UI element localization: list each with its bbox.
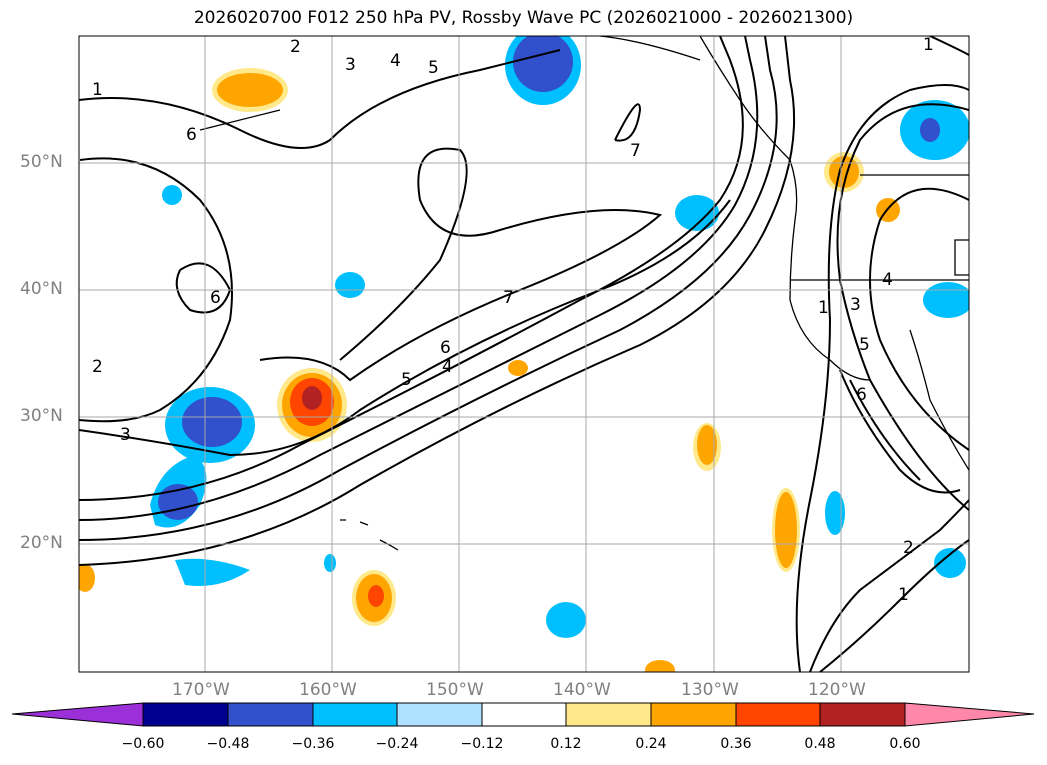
contour-label: 3 — [345, 55, 356, 75]
lat-label: 50°N — [20, 152, 63, 172]
contour-label: 6 — [210, 288, 221, 308]
contour-label: 5 — [859, 335, 870, 355]
colorbar-tick-label: 0.24 — [635, 736, 667, 752]
contour-label: 1 — [818, 298, 829, 318]
lat-label: 20°N — [20, 533, 63, 553]
lon-label: 130°W — [681, 680, 739, 700]
contour-label: 5 — [401, 370, 412, 390]
contour-label: 3 — [850, 295, 861, 315]
colorbar-tick-label: −0.60 — [121, 736, 165, 752]
colorbar-tick-label: −0.48 — [206, 736, 250, 752]
contour-label: 4 — [442, 357, 453, 377]
graticule — [79, 36, 969, 672]
contour-label: 7 — [630, 141, 641, 161]
contour-label: 4 — [390, 51, 401, 71]
colorbar-tick-label: −0.12 — [460, 736, 504, 752]
colorbar-tick-label: 0.12 — [550, 736, 582, 752]
contour-label: 6 — [186, 125, 197, 145]
lon-label: 170°W — [172, 680, 230, 700]
colorbar-tick-label: 0.48 — [804, 736, 836, 752]
colorbar-extend-low — [11, 702, 144, 727]
lat-label: 30°N — [20, 406, 63, 426]
contour-label: 4 — [882, 270, 893, 290]
map-plot-area: 1 2 3 3 4 5 6 6 7 4 5 6 7 1 2 3 4 5 6 1 … — [79, 35, 969, 672]
coastlines — [199, 36, 969, 551]
colorbar — [11, 702, 1035, 727]
lon-label: 160°W — [299, 680, 357, 700]
contour-label: 5 — [428, 58, 439, 78]
colorbar-extend-high — [904, 702, 1035, 727]
lon-label: 150°W — [426, 680, 484, 700]
lat-label: 40°N — [20, 279, 63, 299]
contour-label: 2 — [92, 357, 103, 377]
contour-label: 2 — [903, 538, 914, 558]
anomaly-shading — [79, 36, 969, 672]
lon-label: 120°W — [808, 680, 866, 700]
contour-label: 6 — [440, 338, 451, 358]
colorbar-tick-label: 0.36 — [720, 736, 752, 752]
colorbar-tick-label: −0.24 — [375, 736, 419, 752]
contour-label: 7 — [503, 288, 514, 308]
contour-label: 6 — [856, 385, 867, 405]
contour-labels: 1 2 3 3 4 5 6 6 7 4 5 6 7 1 2 3 4 5 6 1 … — [92, 35, 934, 605]
contour-label: 2 — [290, 37, 301, 57]
map-frame — [78, 35, 970, 673]
lon-label: 140°W — [553, 680, 611, 700]
map-title: 2026020700 F012 250 hPa PV, Rossby Wave … — [193, 8, 854, 28]
contour-label: 1 — [898, 585, 909, 605]
colorbar-tick-label: 0.60 — [889, 736, 921, 752]
contour-label: 3 — [120, 425, 131, 445]
contour-label: 1 — [923, 35, 934, 55]
colorbar-tick-label: −0.36 — [291, 736, 335, 752]
contour-label: 1 — [92, 80, 103, 100]
